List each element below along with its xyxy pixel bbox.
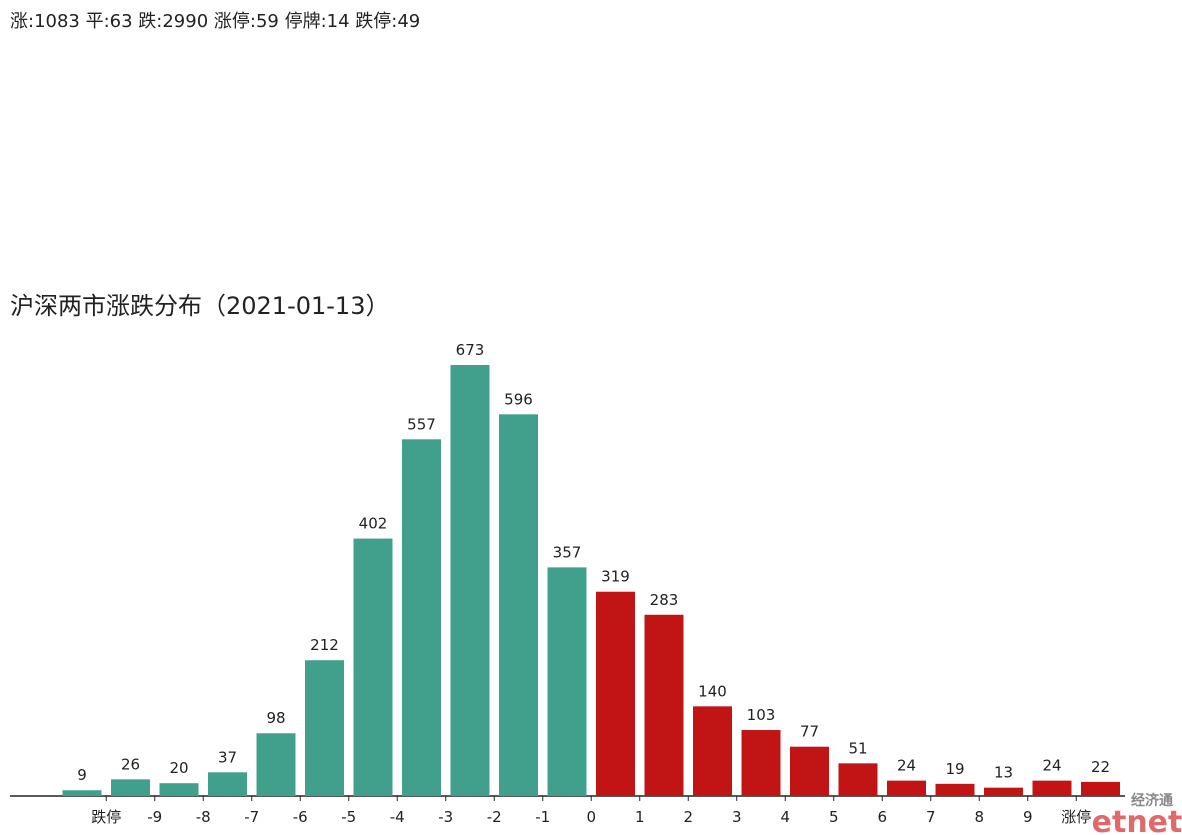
x-tick-label: 8 [974, 808, 984, 826]
bar [984, 787, 1023, 796]
data-label: 20 [169, 759, 188, 777]
x-tick-label: -9 [147, 808, 162, 826]
data-label: 402 [359, 515, 388, 533]
bar [499, 414, 538, 796]
summary: 涨:1083 平:63 跌:2990 涨停:59 停牌:14 跌停:49 [10, 11, 420, 32]
bar [1032, 780, 1072, 796]
x-tick-label: -4 [390, 808, 405, 826]
data-label: 557 [407, 415, 436, 433]
bar [402, 439, 441, 796]
x-tick-label: 5 [829, 808, 839, 826]
bar [790, 746, 829, 796]
data-label: 357 [553, 543, 582, 561]
bar [62, 790, 102, 796]
data-label: 596 [504, 390, 533, 408]
x-tick-label: 涨停 [1061, 808, 1091, 826]
data-label: 98 [266, 709, 285, 727]
data-label: 13 [994, 764, 1013, 782]
data-label: 140 [698, 682, 727, 700]
data-label: 283 [650, 591, 679, 609]
x-tick-label: 4 [780, 808, 790, 826]
x-tick-label: 1 [635, 808, 645, 826]
bar [596, 591, 635, 796]
x-tick-label: -6 [293, 808, 308, 826]
data-label: 51 [848, 739, 867, 757]
bar [644, 614, 684, 796]
bar [887, 780, 926, 796]
watermark-cn: 经济通 [1131, 792, 1173, 809]
x-tick-label: -5 [341, 808, 356, 826]
x-tick-label: 9 [1023, 808, 1033, 826]
x-tick-label: 0 [586, 808, 596, 826]
bar [305, 660, 344, 796]
bar [935, 783, 975, 796]
data-label: 19 [945, 760, 964, 778]
data-label: 24 [897, 757, 916, 775]
chart-title: 沪深两市涨跌分布（2021-01-13） [10, 292, 389, 320]
bar [353, 538, 393, 796]
data-label: 77 [800, 723, 819, 741]
bar [208, 772, 247, 796]
data-label: 319 [601, 568, 630, 586]
bar [693, 706, 732, 796]
bar [838, 763, 878, 796]
x-tick-label: -2 [487, 808, 502, 826]
bar [450, 365, 490, 796]
data-label: 212 [310, 636, 339, 654]
bar [111, 779, 150, 796]
data-label: 9 [77, 766, 87, 784]
x-tick-label: 6 [877, 808, 887, 826]
data-label: 673 [456, 341, 485, 359]
bar [741, 730, 781, 796]
data-label: 24 [1042, 757, 1061, 775]
data-label: 37 [218, 748, 237, 766]
bar [159, 783, 199, 796]
bar [1081, 781, 1120, 796]
bar [256, 733, 296, 796]
x-tick-label: -7 [244, 808, 259, 826]
x-tick-label: 3 [732, 808, 742, 826]
x-tick-label: -3 [438, 808, 453, 826]
data-label: 22 [1091, 758, 1110, 776]
data-label: 103 [747, 706, 776, 724]
x-tick-label: -1 [535, 808, 550, 826]
x-tick-label: 跌停 [91, 808, 121, 826]
x-tick-label: -8 [196, 808, 211, 826]
bar [547, 567, 587, 796]
watermark-en: etnet [1092, 805, 1182, 835]
x-tick-label: 7 [926, 808, 936, 826]
data-label: 26 [121, 755, 140, 773]
x-tick-label: 2 [683, 808, 693, 826]
